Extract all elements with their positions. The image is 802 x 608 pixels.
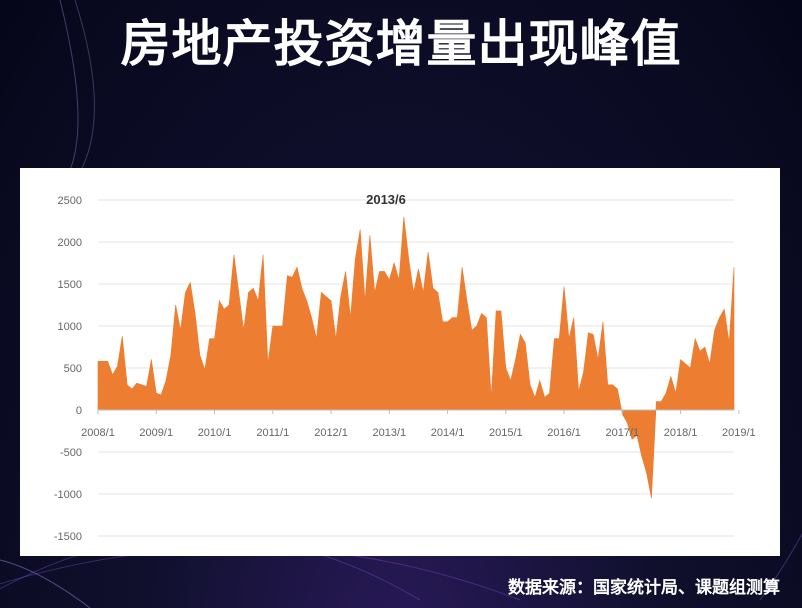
x-tick-label: 2019/1 (722, 427, 756, 439)
x-tick-label: 2014/1 (431, 427, 465, 439)
area-series (97, 216, 735, 499)
y-axis-ticks: 2500 2000 1500 1000 500 0 -500 -1000 -1500 (54, 195, 82, 543)
x-tick-label: 2016/1 (547, 427, 581, 439)
x-tick-label: 2010/1 (198, 427, 232, 439)
y-tick-label: 2500 (58, 195, 82, 207)
y-tick-label: -1000 (54, 489, 82, 501)
y-tick-label: -1500 (54, 531, 82, 543)
y-tick-label: 2000 (58, 237, 82, 249)
x-tick-label: 2012/1 (314, 427, 348, 439)
y-tick-label: -500 (60, 447, 82, 459)
x-tick-label: 2009/1 (139, 427, 173, 439)
y-tick-label: 0 (76, 405, 82, 417)
x-tick-label: 2018/1 (664, 427, 698, 439)
slide-title: 房地产投资增量出现峰值 (120, 15, 682, 73)
y-tick-label: 1000 (58, 321, 82, 333)
x-axis-ticks: 2008/1 2009/1 2010/1 2011/1 2012/1 2013/1 2014… (81, 410, 756, 439)
y-tick-label: 1500 (58, 279, 82, 291)
source-note: 数据来源：国家统计局、课题组测算 (508, 578, 780, 598)
x-tick-label: 2011/1 (256, 427, 289, 439)
chart-card: 2500 2000 1500 1000 500 0 -500 -1000 -1500 2008/… (20, 168, 780, 556)
x-tick-label: 2008/1 (81, 427, 115, 439)
y-tick-label: 500 (64, 363, 82, 375)
x-tick-label: 2013/1 (372, 427, 406, 439)
area-chart: 2500 2000 1500 1000 500 0 -500 -1000 -1500 2008/… (54, 192, 756, 543)
x-tick-label: 2015/1 (489, 427, 523, 439)
chart-annotation: 2013/6 (366, 192, 406, 207)
x-tick-label: 2017/1 (606, 427, 640, 439)
